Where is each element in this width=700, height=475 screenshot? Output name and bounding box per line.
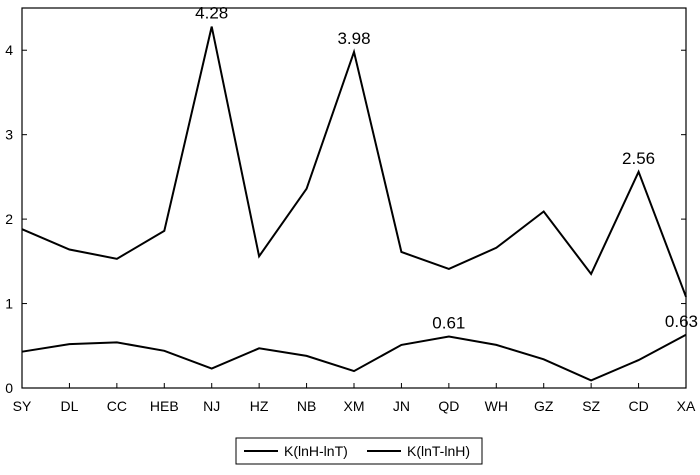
- x-tick-label: NJ: [203, 398, 220, 414]
- y-tick-label: 4: [5, 42, 13, 58]
- x-tick-label: DL: [60, 398, 78, 414]
- x-tick-label: HEB: [150, 398, 179, 414]
- series-line-2: [21, 333, 687, 382]
- x-tick-label: HZ: [250, 398, 269, 414]
- data-label: 0.61: [432, 313, 465, 332]
- x-tick-label: WH: [485, 398, 508, 414]
- x-tick-label: QD: [438, 398, 459, 414]
- x-tick-label: NB: [297, 398, 316, 414]
- data-label: 4.28: [195, 4, 228, 23]
- data-label: 0.63: [665, 312, 698, 331]
- x-tick-label: JN: [393, 398, 410, 414]
- data-label: 3.98: [337, 29, 370, 48]
- legend-label: K(lnH-lnT): [284, 443, 348, 459]
- series-line-1: [21, 26, 687, 298]
- x-tick-label: SZ: [582, 398, 600, 414]
- x-tick-label: CC: [107, 398, 127, 414]
- y-tick-label: 2: [5, 211, 13, 227]
- y-tick-label: 0: [5, 380, 13, 396]
- legend-label: K(lnT-lnH): [407, 443, 470, 459]
- data-label: 2.56: [622, 149, 655, 168]
- x-tick-label: GZ: [534, 398, 554, 414]
- x-tick-label: XM: [344, 398, 365, 414]
- x-tick-label: SY: [13, 398, 32, 414]
- y-tick-label: 1: [5, 296, 13, 312]
- x-tick-label: CD: [628, 398, 648, 414]
- y-tick-label: 3: [5, 127, 13, 143]
- plot-frame: [21, 7, 687, 389]
- x-tick-label: XA: [677, 398, 696, 414]
